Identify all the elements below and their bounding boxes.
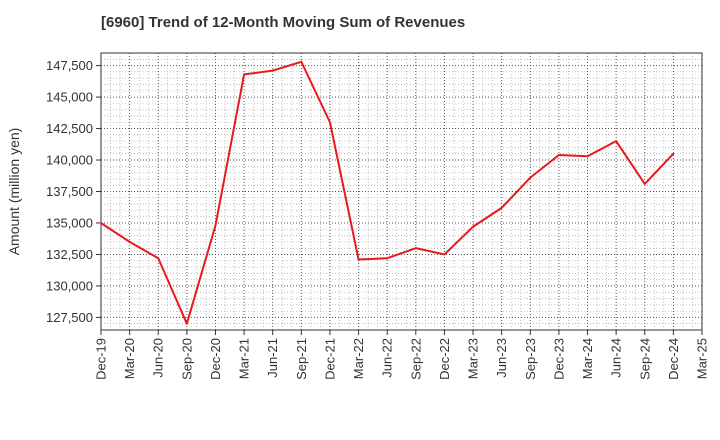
y-tick-label: 137,500 [46, 184, 93, 199]
x-tick-label: Mar-21 [237, 338, 252, 379]
y-tick-label: 140,000 [46, 153, 93, 168]
x-tick-label: Mar-25 [695, 338, 710, 379]
x-tick-label: Jun-24 [609, 338, 624, 378]
x-tick-label: Mar-20 [122, 338, 137, 379]
x-tick-label: Jun-21 [265, 338, 280, 378]
y-tick-label: 127,500 [46, 310, 93, 325]
y-tick-label: 145,000 [46, 90, 93, 105]
x-tick-label: Jun-23 [494, 338, 509, 378]
chart-title: [6960] Trend of 12-Month Moving Sum of R… [101, 14, 466, 31]
series-line [100, 60, 675, 325]
y-axis: 127,500 130,000 132,500 135,000 137,500 140,0… [46, 58, 101, 325]
x-tick-label: Dec-22 [437, 338, 452, 380]
y-tick-label: 132,500 [46, 247, 93, 262]
y-tick-label: 142,500 [46, 121, 93, 136]
x-tick-label: Sep-21 [294, 338, 309, 380]
x-axis: Dec-19 Mar-20 Jun-20 Sep-20 Dec-20 Mar-21 Jun-… [94, 330, 710, 380]
y-axis-label: Amount (million yen) [6, 128, 22, 256]
y-tick-label: 147,500 [46, 58, 93, 73]
x-tick-label: Jun-22 [380, 338, 395, 378]
x-tick-label: Mar-24 [580, 338, 595, 379]
x-tick-label: Dec-24 [666, 338, 681, 380]
x-tick-label: Sep-20 [179, 338, 194, 380]
x-tick-label: Dec-23 [551, 338, 566, 380]
y-tick-label: 135,000 [46, 215, 93, 230]
x-tick-label: Dec-20 [208, 338, 223, 380]
x-tick-label: Jun-20 [151, 338, 166, 378]
x-tick-label: Mar-22 [351, 338, 366, 379]
x-tick-label: Sep-24 [637, 338, 652, 380]
series-group [100, 60, 675, 325]
y-tick-label: 130,000 [46, 278, 93, 293]
x-tick-label: Sep-23 [523, 338, 538, 380]
x-tick-label: Dec-21 [322, 338, 337, 380]
x-tick-label: Dec-19 [94, 338, 109, 380]
x-tick-label: Mar-23 [466, 338, 481, 379]
x-tick-label: Sep-22 [408, 338, 423, 380]
grid-lines [100, 52, 703, 331]
